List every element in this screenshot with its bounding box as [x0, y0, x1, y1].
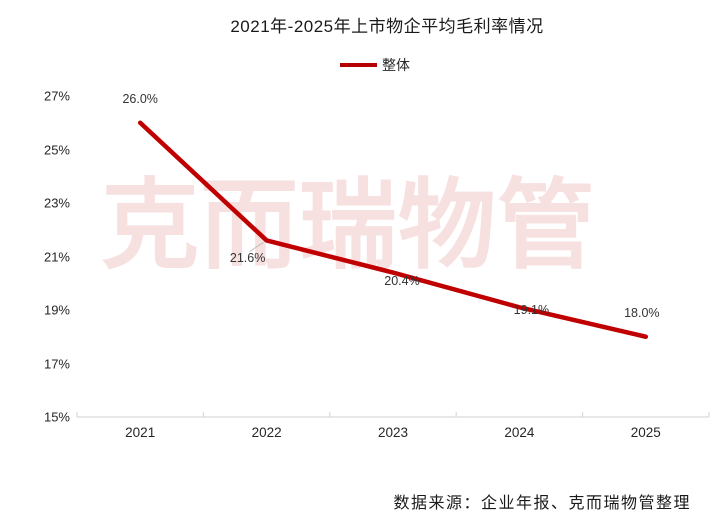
y-axis-tick-label: 23%: [43, 195, 70, 211]
y-axis-tick-label: 25%: [43, 142, 70, 157]
data-source-note: 数据来源：企业年报、克而瑞物管整理: [393, 495, 691, 512]
data-point-label: 20.4%: [384, 273, 420, 288]
data-point-label: 18.0%: [624, 305, 660, 320]
x-axis-line: [76, 412, 710, 418]
data-point-label: 21.6%: [229, 251, 266, 266]
x-axis-tick-label: 2025: [630, 425, 661, 440]
data-point-label: 19.1%: [513, 303, 550, 318]
y-axis-tick-label: 15%: [43, 409, 70, 425]
y-axis-tick-label: 21%: [43, 249, 70, 264]
y-axis-tick-label: 17%: [43, 356, 70, 371]
x-axis-tick-label: 2022: [251, 425, 282, 440]
chart-title: 2021年-2025年上市物企平均毛利率情况: [230, 17, 544, 36]
x-axis-tick-label: 2023: [377, 425, 409, 440]
x-axis-tick-label: 2021: [125, 425, 156, 440]
y-axis-tick-label: 27%: [43, 88, 70, 104]
legend-line-swatch: [340, 63, 377, 67]
legend-series-label: 整体: [382, 57, 410, 73]
series-line-overall: [137, 120, 649, 339]
label-leader-line: [249, 242, 264, 252]
data-point-label: 26.0%: [122, 91, 158, 106]
legend: 整体: [340, 55, 410, 75]
y-axis-tick-label: 19%: [43, 302, 70, 318]
x-axis-tick-label: 2024: [504, 425, 535, 440]
